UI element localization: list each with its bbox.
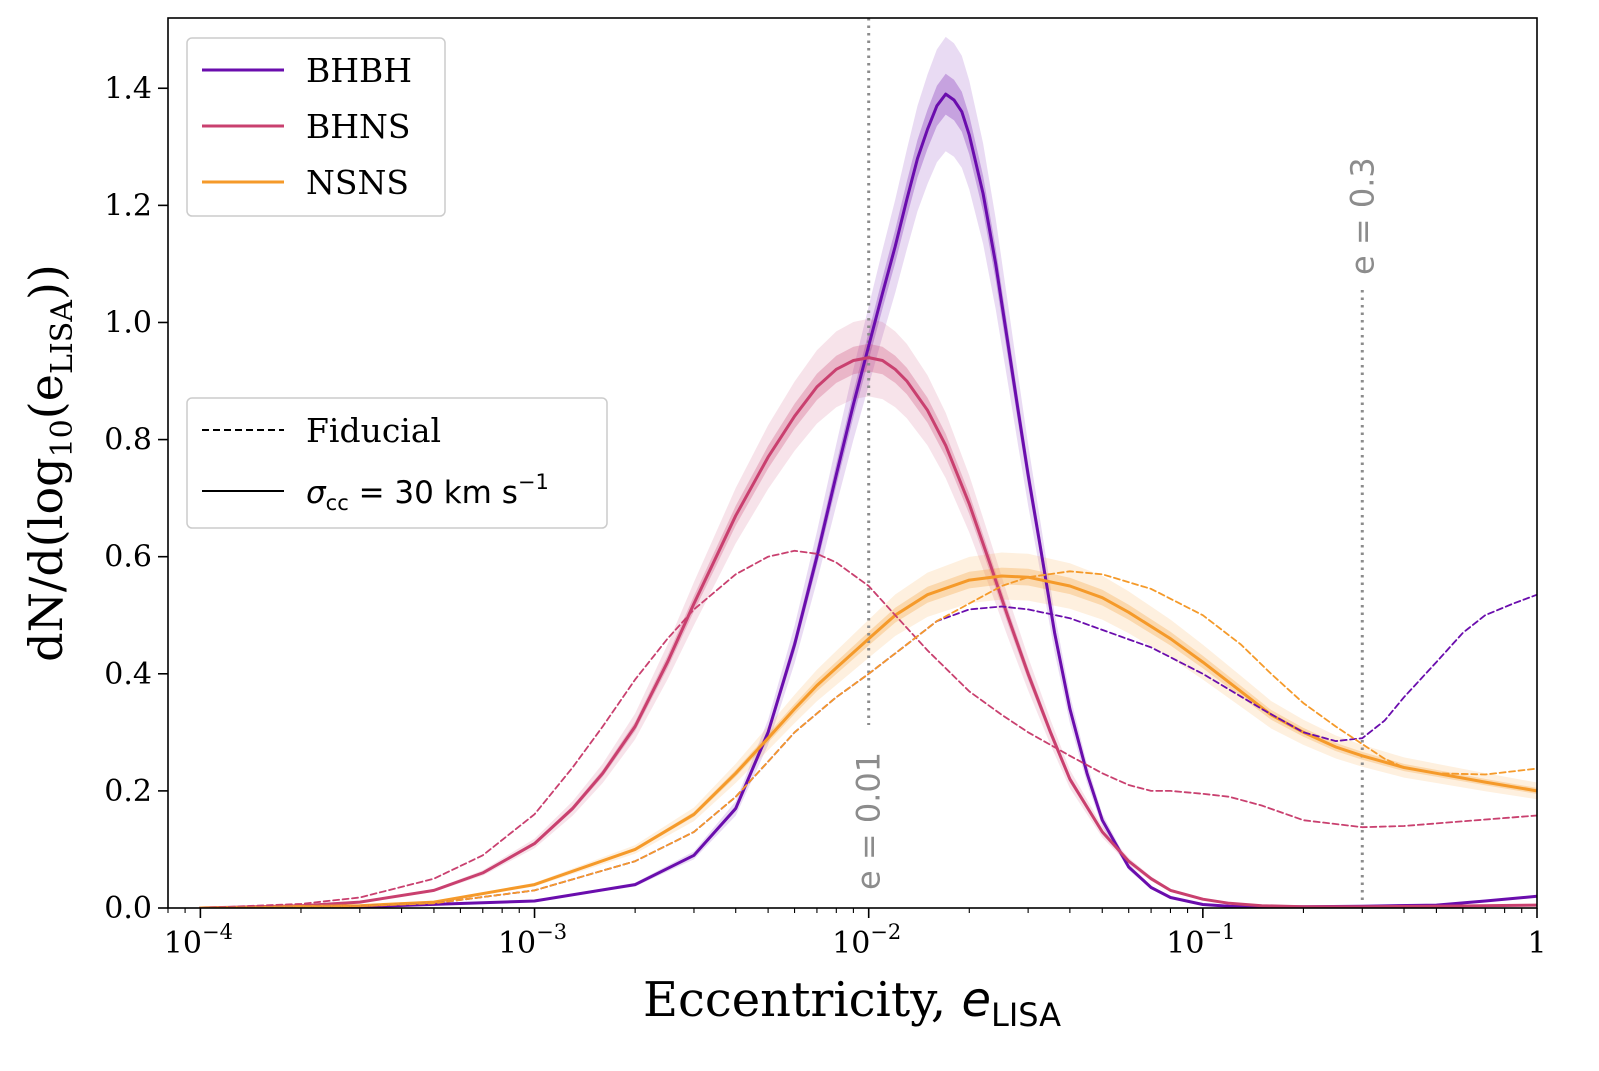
- y-tick-label-7: 1.4: [104, 71, 152, 106]
- band-layer: [200, 36, 1537, 908]
- y-axis-title-post: )): [19, 264, 73, 300]
- ref-0-3-label: e = 0.3: [1343, 157, 1381, 275]
- legend-sigma-symbol: σ: [306, 475, 327, 511]
- series-line-nsns-fiducial: [199, 570, 1537, 908]
- series-line-bhns-fiducial: [199, 549, 1537, 908]
- legend-sigma-rest: = 30 km s: [349, 475, 518, 511]
- legend-populations-box: [186, 37, 446, 217]
- legend-sigma-sub: cc: [326, 491, 349, 515]
- y-axis-ticks: 0.0 0.2 0.4 0.6 0.8 1.0 1.2 1.4: [104, 71, 168, 926]
- x-axis-title-var: e: [961, 972, 991, 1028]
- legend-label-fiducial: Fiducial: [306, 411, 441, 450]
- x-axis-title-main: Eccentricity,: [643, 972, 962, 1028]
- y-axis-title-sub2: LISA: [45, 300, 80, 374]
- band-inner-nsns-sigma30: [200, 567, 1537, 908]
- x-tick-label-2: 10−2: [832, 920, 901, 961]
- legend-label-bhbh: BHBH: [306, 51, 412, 90]
- series-line-bhbh-sigma30: [198, 92, 1537, 908]
- y-axis-title: dN/d(log10(eLISA)): [19, 264, 80, 662]
- x-tick-label-1: 10−3: [498, 920, 567, 961]
- legend-label-nsns: NSNS: [306, 163, 409, 202]
- y-axis-title-mid: (e: [19, 374, 73, 419]
- ref-0-01-label: e = 0.01: [850, 752, 888, 890]
- y-axis-title-sub1: 10: [45, 419, 80, 457]
- x-axis-title-sub: LISA: [991, 996, 1061, 1034]
- series-line-bhns-sigma30: [198, 356, 1537, 908]
- y-tick-label-2: 0.4: [104, 657, 152, 692]
- band-outer-nsns-sigma30: [200, 552, 1537, 908]
- x-axis-ticks: 10−4 10−3 10−2 10−1 1: [164, 908, 1547, 961]
- y-tick-label-0: 0.0: [104, 891, 152, 926]
- x-axis-title: Eccentricity, eLISA: [643, 972, 1061, 1034]
- x-tick-label-4: 1: [1527, 926, 1546, 961]
- legend-sigma-sup: −1: [518, 470, 549, 494]
- legend-label-sigma: σcc = 30 km s−1: [306, 470, 549, 515]
- y-tick-label-4: 0.8: [104, 423, 152, 458]
- legend-models: Fiducial σcc = 30 km s−1: [186, 397, 608, 529]
- y-tick-label-5: 1.0: [104, 305, 152, 340]
- y-tick-label-6: 1.2: [104, 188, 152, 223]
- y-tick-label-3: 0.6: [104, 540, 152, 575]
- legend-label-bhns: BHNS: [306, 107, 411, 146]
- plot-frame: [167, 17, 1538, 909]
- series-line-nsns-sigma30: [198, 574, 1537, 908]
- y-tick-label-1: 0.2: [104, 774, 152, 809]
- x-tick-label-0: 10−4: [164, 920, 233, 961]
- series-layer: [198, 92, 1537, 908]
- y-axis-title-pre: dN/d(log: [19, 457, 73, 661]
- legend-populations: BHBH BHNS NSNS: [186, 37, 446, 217]
- reference-line-layer: e = 0.01 e = 0.3: [850, 18, 1381, 908]
- x-tick-label-3: 10−1: [1166, 920, 1235, 961]
- legend-models-box: [186, 397, 608, 529]
